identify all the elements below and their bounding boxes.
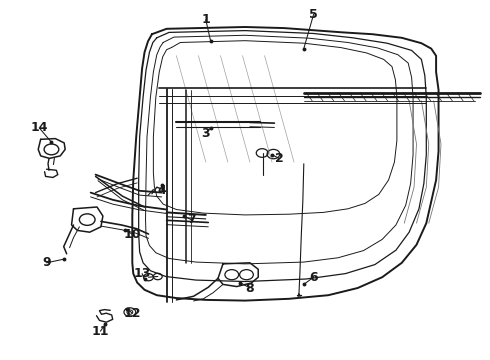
Text: 4: 4 <box>157 184 166 197</box>
Text: 8: 8 <box>245 282 254 294</box>
Text: 9: 9 <box>42 256 51 269</box>
Text: 5: 5 <box>309 8 318 21</box>
Text: 14: 14 <box>30 121 48 134</box>
Text: 3: 3 <box>201 127 210 140</box>
Text: 1: 1 <box>201 13 210 26</box>
Text: 13: 13 <box>133 267 151 280</box>
Text: 2: 2 <box>275 152 284 165</box>
Text: 10: 10 <box>123 228 141 240</box>
Text: 7: 7 <box>187 213 196 226</box>
Text: 6: 6 <box>309 271 318 284</box>
Text: 11: 11 <box>92 325 109 338</box>
Text: 12: 12 <box>123 307 141 320</box>
